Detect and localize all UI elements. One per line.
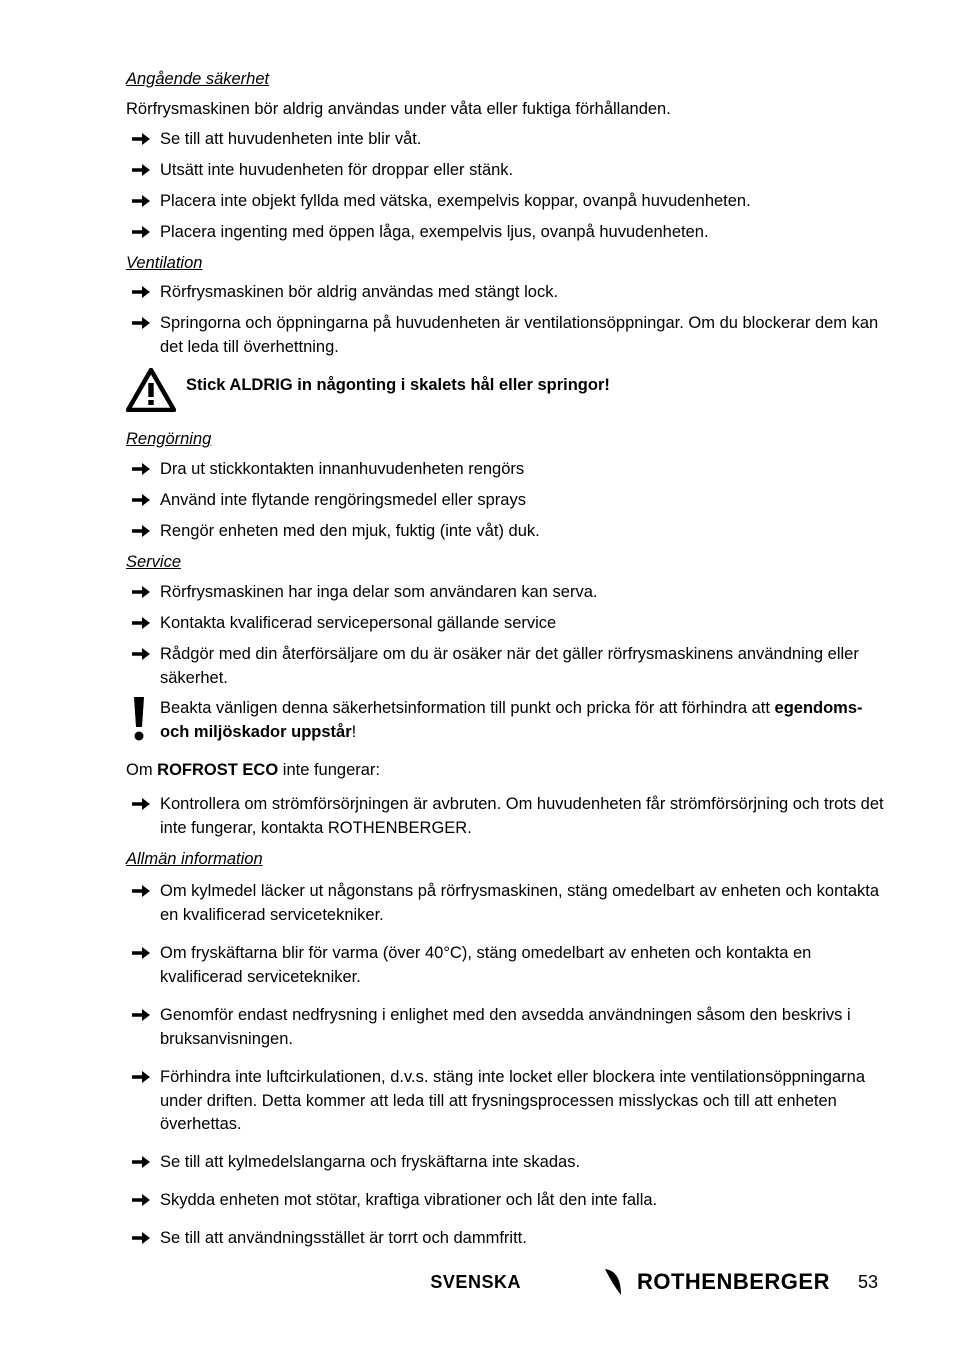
list-item-text: Använd inte flytande rengöringsmedel ell… bbox=[160, 491, 526, 509]
page-number: 53 bbox=[858, 1269, 878, 1295]
arrow-icon bbox=[132, 285, 150, 299]
list-item: Om kylmedel läcker ut någonstans på rörf… bbox=[126, 880, 888, 928]
brand-logo: ROTHENBERGER bbox=[603, 1266, 830, 1298]
list-item-text: Se till att kylmedelslangarna och fryskä… bbox=[160, 1153, 580, 1171]
important-callout: Beakta vänligen denna säkerhetsinformati… bbox=[126, 697, 888, 749]
list-item: Rådgör med din återförsäljare om du är o… bbox=[126, 643, 888, 691]
footer-language: SVENSKA bbox=[430, 1269, 521, 1295]
list-item-text: Placera ingenting med öppen låga, exempe… bbox=[160, 223, 709, 241]
list-item: Rengör enheten med den mjuk, fuktig (int… bbox=[126, 520, 888, 544]
arrow-icon bbox=[132, 1008, 150, 1022]
list-item: Kontakta kvalificerad servicepersonal gä… bbox=[126, 612, 888, 636]
list-item: Skydda enheten mot stötar, kraftiga vibr… bbox=[126, 1189, 888, 1213]
list-item: Se till att användningsstället är torrt … bbox=[126, 1227, 888, 1251]
list-item: Rörfrysmaskinen har inga delar som använ… bbox=[126, 581, 888, 605]
list-item: Springorna och öppningarna på huvudenhet… bbox=[126, 312, 888, 360]
important-text-part: Beakta vänligen denna säkerhetsinformati… bbox=[160, 699, 775, 717]
brand-swoosh-icon bbox=[603, 1267, 637, 1297]
list-item: Dra ut stickkontakten innanhuvudenheten … bbox=[126, 458, 888, 482]
list-item: Placera inte objekt fyllda med vätska, e… bbox=[126, 190, 888, 214]
section-cleaning-title: Rengörning bbox=[126, 428, 888, 452]
list-item-text: Rengör enheten med den mjuk, fuktig (int… bbox=[160, 522, 540, 540]
section-safety-title: Angående säkerhet bbox=[126, 68, 888, 92]
warning-callout: Stick ALDRIG in någonting i skalets hål … bbox=[126, 368, 888, 420]
section-ventilation-list: Rörfrysmaskinen bör aldrig användas med … bbox=[126, 281, 888, 360]
list-item-text: Genomför endast nedfrysning i enlighet m… bbox=[160, 1006, 851, 1048]
arrow-icon bbox=[132, 884, 150, 898]
list-item: Utsätt inte huvudenheten för droppar ell… bbox=[126, 159, 888, 183]
arrow-icon bbox=[132, 1231, 150, 1245]
section-ventilation-title: Ventilation bbox=[126, 252, 888, 276]
arrow-icon bbox=[132, 1155, 150, 1169]
list-item: Förhindra inte luftcirkulationen, d.v.s.… bbox=[126, 1066, 888, 1138]
brand-name: ROTHENBERGER bbox=[637, 1266, 830, 1298]
list-item: Kontrollera om strömförsörjningen är avb… bbox=[126, 793, 888, 841]
list-item: Använd inte flytande rengöringsmedel ell… bbox=[126, 489, 888, 513]
list-item: Genomför endast nedfrysning i enlighet m… bbox=[126, 1004, 888, 1052]
arrow-icon bbox=[132, 946, 150, 960]
page-footer: SVENSKA ROTHENBERGER 53 bbox=[0, 1266, 954, 1298]
important-text: Beakta vänligen denna säkerhetsinformati… bbox=[160, 697, 888, 745]
list-item-text: Rörfrysmaskinen bör aldrig användas med … bbox=[160, 283, 558, 301]
om-line-pre: Om bbox=[126, 761, 157, 779]
arrow-icon bbox=[132, 132, 150, 146]
section-general-list: Om kylmedel läcker ut någonstans på rörf… bbox=[126, 880, 888, 1251]
list-item-text: Om kylmedel läcker ut någonstans på rörf… bbox=[160, 882, 879, 924]
arrow-icon bbox=[132, 462, 150, 476]
list-item: Se till att kylmedelslangarna och fryskä… bbox=[126, 1151, 888, 1175]
arrow-icon bbox=[132, 1070, 150, 1084]
section-safety-list: Se till att huvudenheten inte blir våt. … bbox=[126, 128, 888, 245]
section-general-title: Allmän information bbox=[126, 848, 888, 872]
section-service-list: Rörfrysmaskinen har inga delar som använ… bbox=[126, 581, 888, 691]
arrow-icon bbox=[132, 225, 150, 239]
section-safety-intro: Rörfrysmaskinen bör aldrig användas unde… bbox=[126, 98, 888, 122]
om-line: Om ROFROST ECO inte fungerar: bbox=[126, 759, 888, 783]
warning-triangle-icon bbox=[126, 368, 176, 420]
om-line-bold: ROFROST ECO bbox=[157, 761, 278, 779]
important-text-part: ! bbox=[352, 723, 357, 741]
section-service-title: Service bbox=[126, 551, 888, 575]
list-item: Se till att huvudenheten inte blir våt. bbox=[126, 128, 888, 152]
list-item: Rörfrysmaskinen bör aldrig användas med … bbox=[126, 281, 888, 305]
list-item-text: Skydda enheten mot stötar, kraftiga vibr… bbox=[160, 1191, 657, 1209]
list-item: Om fryskäftarna blir för varma (över 40°… bbox=[126, 942, 888, 990]
list-item-text: Om fryskäftarna blir för varma (över 40°… bbox=[160, 944, 811, 986]
list-item-text: Rörfrysmaskinen har inga delar som använ… bbox=[160, 583, 597, 601]
arrow-icon bbox=[132, 524, 150, 538]
arrow-icon bbox=[132, 194, 150, 208]
arrow-icon bbox=[132, 163, 150, 177]
list-item-text: Placera inte objekt fyllda med vätska, e… bbox=[160, 192, 751, 210]
list-item-text: Kontrollera om strömförsörjningen är avb… bbox=[160, 795, 884, 837]
warning-text: Stick ALDRIG in någonting i skalets hål … bbox=[186, 368, 610, 398]
list-item-text: Se till att användningsstället är torrt … bbox=[160, 1229, 527, 1247]
list-item-text: Kontakta kvalificerad servicepersonal gä… bbox=[160, 614, 556, 632]
list-item-text: Se till att huvudenheten inte blir våt. bbox=[160, 130, 421, 148]
section-cleaning-list: Dra ut stickkontakten innanhuvudenheten … bbox=[126, 458, 888, 544]
arrow-icon bbox=[132, 316, 150, 330]
arrow-icon bbox=[132, 493, 150, 507]
arrow-icon bbox=[132, 616, 150, 630]
arrow-icon bbox=[132, 647, 150, 661]
om-line-post: inte fungerar: bbox=[278, 761, 380, 779]
list-item-text: Förhindra inte luftcirkulationen, d.v.s.… bbox=[160, 1068, 865, 1134]
arrow-icon bbox=[132, 585, 150, 599]
om-list: Kontrollera om strömförsörjningen är avb… bbox=[126, 793, 888, 841]
arrow-icon bbox=[132, 797, 150, 811]
list-item-text: Springorna och öppningarna på huvudenhet… bbox=[160, 314, 878, 356]
arrow-icon bbox=[132, 1193, 150, 1207]
list-item-text: Rådgör med din återförsäljare om du är o… bbox=[160, 645, 859, 687]
list-item: Placera ingenting med öppen låga, exempe… bbox=[126, 221, 888, 245]
list-item-text: Utsätt inte huvudenheten för droppar ell… bbox=[160, 161, 513, 179]
exclamation-icon bbox=[126, 697, 152, 749]
list-item-text: Dra ut stickkontakten innanhuvudenheten … bbox=[160, 460, 524, 478]
